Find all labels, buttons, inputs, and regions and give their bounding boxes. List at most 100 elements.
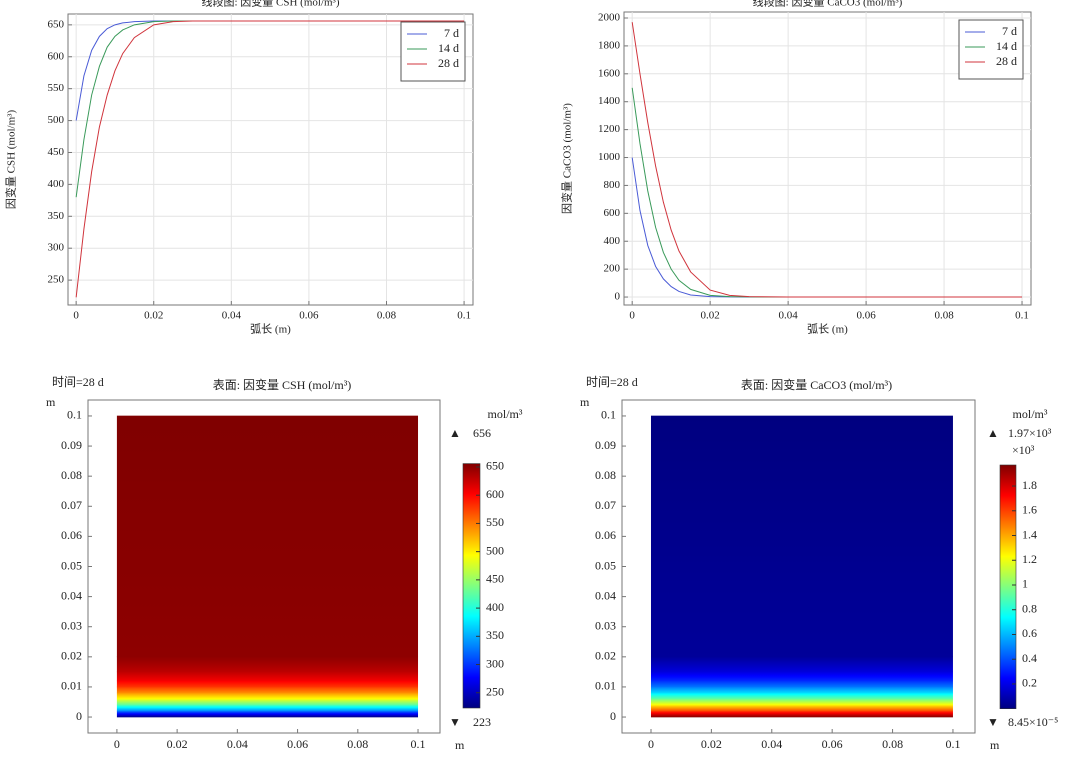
y-tick-label: 0.07 — [595, 498, 616, 512]
field-band — [650, 692, 953, 700]
field-band — [650, 415, 953, 658]
y-tick-label: 200 — [604, 263, 621, 275]
y-tick-label: 650 — [48, 18, 65, 30]
y-tick-label: 2000 — [598, 12, 621, 24]
y-tick-label: 0.03 — [595, 618, 616, 632]
series-line — [75, 20, 465, 298]
field-band — [650, 698, 953, 706]
colorbar-tick-label: 450 — [486, 572, 504, 586]
x-tick-label: 0.1 — [1015, 310, 1029, 322]
colorbar-tick-label: 1 — [1022, 577, 1028, 591]
y-tick-label: 0.05 — [595, 558, 616, 572]
x-tick-label: 0.1 — [411, 737, 426, 751]
y-tick-label: 0.04 — [61, 588, 82, 602]
x-tick-label: 0.08 — [377, 310, 397, 322]
y-tick-label: 0 — [615, 291, 621, 303]
y-tick-label: 400 — [604, 235, 621, 247]
chart-title: 表面: 因变量 CSH (mol/m³) — [213, 377, 352, 392]
y-tick-label: 1600 — [598, 67, 621, 79]
max-marker: ▲ — [987, 426, 999, 440]
field-band — [116, 710, 419, 718]
colorbar — [462, 463, 481, 709]
colorbar-max: 656 — [473, 426, 491, 440]
field-band — [116, 671, 419, 682]
annotation: 时间=28 d — [52, 375, 104, 389]
colorbar-tick-label: 0.4 — [1022, 651, 1037, 665]
x-tick-label: 0.1 — [457, 310, 471, 322]
colorbar-tick-label: 250 — [486, 685, 504, 699]
y-tick-label: 0.01 — [61, 679, 82, 693]
x-tick-label: 0.02 — [701, 310, 720, 322]
colorbar-tick-label: 300 — [486, 656, 504, 670]
chart-title: 线段图: 因变量 CaCO3 (mol/m³) — [753, 0, 903, 9]
field-band — [650, 680, 953, 688]
x-tick-label: 0.02 — [701, 737, 722, 751]
x-tick-label: 0.02 — [144, 310, 163, 322]
y-tick-label: 0.09 — [61, 438, 82, 452]
x-tick-label: 0 — [73, 310, 79, 322]
legend-label: 14 d — [438, 41, 459, 55]
field-band — [650, 710, 953, 718]
x-tick-label: 0.04 — [761, 737, 782, 751]
colorbar-max: 1.97×10³ — [1008, 426, 1052, 440]
legend-label: 14 d — [996, 39, 1017, 53]
y-tick-label: 0.1 — [67, 408, 82, 422]
x-tick-label: 0.08 — [934, 310, 954, 322]
legend-label: 7 d — [444, 26, 459, 40]
y-tick-label: 600 — [604, 207, 621, 219]
y-tick-label: 500 — [48, 114, 65, 126]
y-tick-label: 600 — [48, 50, 65, 62]
colorbar-multiplier: ×10³ — [1012, 443, 1035, 457]
x-tick-label: 0.08 — [882, 737, 903, 751]
legend-label: 28 d — [996, 54, 1017, 68]
y-tick-label: 0.08 — [61, 468, 82, 482]
x-tick-label: 0 — [629, 310, 635, 322]
x-axis-unit: m — [455, 738, 465, 752]
colorbar-unit: mol/m³ — [488, 407, 523, 421]
y-tick-label: 0.08 — [595, 468, 616, 482]
y-tick-label: 450 — [48, 146, 65, 158]
y-tick-label: 0.04 — [595, 588, 616, 602]
x-tick-label: 0.04 — [227, 737, 248, 751]
x-tick-label: 0 — [648, 737, 654, 751]
y-tick-label: 0.07 — [61, 498, 82, 512]
min-marker: ▼ — [987, 715, 999, 729]
x-tick-label: 0.06 — [287, 737, 308, 751]
x-tick-label: 0.04 — [222, 310, 242, 322]
y-tick-label: 800 — [604, 179, 621, 191]
y-axis-label: 因变量 CSH (mol/m³) — [4, 110, 18, 210]
x-tick-label: 0.04 — [779, 310, 799, 322]
x-tick-label: 0.02 — [167, 737, 188, 751]
y-tick-label: 1400 — [598, 95, 621, 107]
colorbar-tick-label: 400 — [486, 600, 504, 614]
colorbar-tick-label: 650 — [486, 459, 504, 473]
y-axis-unit: m — [580, 395, 590, 409]
y-tick-label: 0.09 — [595, 438, 616, 452]
colorbar-tick-label: 1.6 — [1022, 503, 1037, 517]
legend-box — [400, 21, 466, 82]
x-tick-label: 0.1 — [945, 737, 960, 751]
legend-box — [958, 19, 1024, 80]
x-tick-label: 0 — [114, 737, 120, 751]
colorbar-unit: mol/m³ — [1013, 407, 1048, 421]
y-tick-label: 0.06 — [61, 528, 82, 542]
x-axis-label: 弧长 (m) — [250, 322, 291, 336]
colorbar-min: 223 — [473, 715, 491, 729]
colorbar-min: 8.45×10⁻⁵ — [1008, 715, 1058, 729]
x-axis-label: 弧长 (m) — [807, 322, 848, 336]
colorbar-tick-label: 350 — [486, 628, 504, 642]
colorbar-tick-label: 0.2 — [1022, 676, 1037, 690]
x-tick-label: 0.06 — [856, 310, 876, 322]
field-band — [650, 671, 953, 682]
field-band — [116, 680, 419, 688]
y-tick-label: 0.03 — [61, 618, 82, 632]
colorbar-tick-label: 1.4 — [1022, 527, 1037, 541]
y-tick-label: 0.01 — [595, 679, 616, 693]
max-marker: ▲ — [449, 426, 461, 440]
colorbar-tick-label: 0.8 — [1022, 601, 1037, 615]
y-tick-label: 550 — [48, 82, 65, 94]
y-tick-label: 0 — [610, 709, 616, 723]
y-tick-label: 300 — [48, 242, 65, 254]
y-tick-label: 0.02 — [595, 649, 616, 663]
